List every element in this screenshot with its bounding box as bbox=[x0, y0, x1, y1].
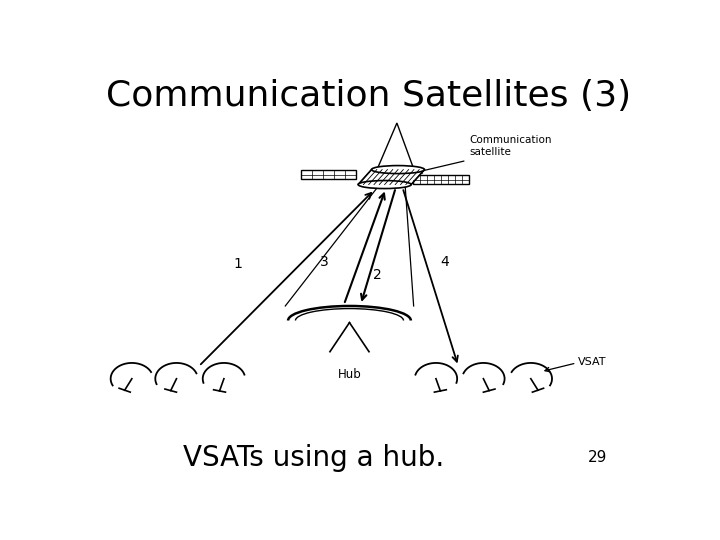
Text: VSAT: VSAT bbox=[578, 357, 607, 367]
Text: 4: 4 bbox=[440, 255, 449, 269]
Text: Communication
satellite: Communication satellite bbox=[469, 134, 552, 157]
Ellipse shape bbox=[358, 180, 411, 188]
Ellipse shape bbox=[372, 166, 425, 173]
Text: VSATs using a hub.: VSATs using a hub. bbox=[183, 444, 444, 472]
Text: Hub: Hub bbox=[338, 368, 361, 381]
Text: 29: 29 bbox=[588, 450, 608, 465]
Polygon shape bbox=[413, 175, 469, 184]
Polygon shape bbox=[301, 170, 356, 179]
Text: 2: 2 bbox=[373, 268, 382, 282]
Polygon shape bbox=[377, 123, 414, 168]
Text: 3: 3 bbox=[320, 255, 329, 269]
Text: Communication Satellites (3): Communication Satellites (3) bbox=[107, 79, 631, 113]
Text: 1: 1 bbox=[233, 258, 243, 272]
Polygon shape bbox=[358, 170, 425, 185]
